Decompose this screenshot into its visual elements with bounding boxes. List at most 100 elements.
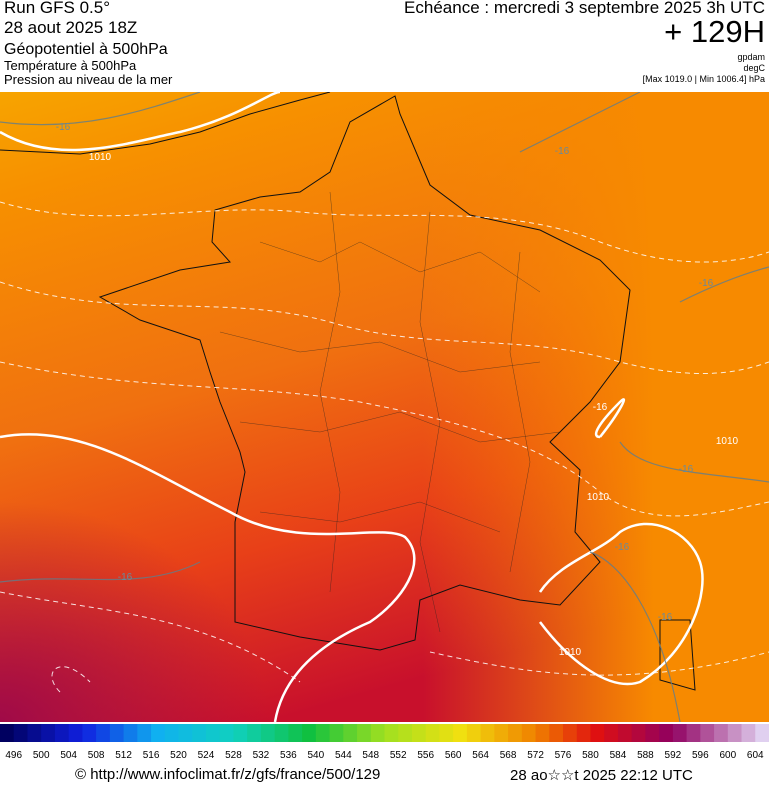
field: Pression au niveau de la mer	[4, 72, 173, 87]
legend-label: 600	[719, 750, 736, 761]
legend-label: 512	[115, 750, 132, 761]
legend-label: 580	[582, 750, 599, 761]
footer-source: © http://www.infoclimat.fr/z/gfs/france/…	[75, 766, 381, 783]
legend-swatch	[521, 724, 537, 742]
legend-swatch	[137, 724, 152, 742]
legend-label: 544	[335, 750, 352, 761]
legend-label: 524	[198, 750, 215, 761]
legend-swatch	[274, 724, 289, 742]
unit: gpdam	[737, 52, 765, 62]
contour-label: 1010	[559, 647, 582, 658]
legend-swatch	[480, 724, 495, 742]
legend-swatch	[384, 724, 399, 742]
legend-swatch	[192, 724, 207, 742]
legend-label: 604	[747, 750, 764, 761]
legend-label: 568	[500, 750, 517, 761]
legend-swatch	[96, 724, 111, 742]
legend-swatch	[109, 724, 125, 742]
legend-swatch	[54, 724, 70, 742]
field: Géopotentiel à 500hPa	[4, 41, 168, 58]
legend-swatch	[755, 724, 769, 742]
legend-swatch	[205, 724, 221, 742]
unit: degC	[743, 63, 765, 73]
legend-swatch	[453, 724, 468, 742]
contour-label: 1010	[587, 492, 610, 503]
legend-swatch	[288, 724, 303, 742]
contour-label: -16	[555, 146, 570, 157]
contour-label: 1010	[89, 152, 112, 163]
legend-swatch	[233, 724, 248, 742]
legend-swatch	[82, 724, 97, 742]
legend-swatch	[645, 724, 660, 742]
legend-swatch	[631, 724, 646, 742]
run-date: 28 aout 2025 18Z	[4, 18, 138, 37]
legend-label: 528	[225, 750, 242, 761]
legend-swatch	[164, 724, 180, 742]
legend-swatch	[439, 724, 454, 742]
echeance: Echéance : mercredi 3 septembre 2025 3h …	[404, 0, 765, 17]
legend-label: 496	[5, 750, 22, 761]
legend-label: 556	[417, 750, 434, 761]
legend-label: 576	[555, 750, 572, 761]
pressure-range: [Max 1019.0 | Min 1006.4] hPa	[642, 74, 765, 84]
legend-swatch	[672, 724, 688, 742]
legend-swatch	[563, 724, 578, 742]
legend-swatch	[219, 724, 234, 742]
legend-label: 504	[60, 750, 77, 761]
legend-label: 536	[280, 750, 297, 761]
legend-swatch	[727, 724, 743, 742]
legend-swatch	[13, 724, 28, 742]
legend-swatch	[741, 724, 756, 742]
legend-label: 548	[362, 750, 379, 761]
legend-label: 516	[143, 750, 160, 761]
legend-swatch	[604, 724, 619, 742]
legend-swatch	[714, 724, 729, 742]
legend-label: 508	[88, 750, 105, 761]
legend-swatch	[686, 724, 701, 742]
legend-swatch	[700, 724, 715, 742]
legend-label: 588	[637, 750, 654, 761]
field: Température à 500hPa	[4, 58, 137, 73]
legend-swatch	[398, 724, 413, 742]
contour-label: -16	[615, 542, 630, 553]
contour-label: -16	[56, 122, 71, 133]
legend-label: 520	[170, 750, 187, 761]
legend-swatch	[576, 724, 591, 742]
legend-swatch	[535, 724, 550, 742]
legend-label: 572	[527, 750, 544, 761]
legend-label: 564	[472, 750, 489, 761]
legend-swatch	[549, 724, 564, 742]
legend-swatch	[329, 724, 344, 742]
legend-swatch	[151, 724, 166, 742]
offset: + 129H	[664, 14, 765, 49]
legend-swatch	[123, 724, 138, 742]
footer-date: 28 ao☆☆t 2025 22:12 UTC	[510, 767, 693, 784]
legend-swatch	[617, 724, 633, 742]
legend-label: 592	[665, 750, 682, 761]
legend-swatch	[247, 724, 262, 742]
legend-label: 596	[692, 750, 709, 761]
contour-label: -16	[679, 464, 694, 475]
legend-label: 584	[610, 750, 627, 761]
legend-swatch	[302, 724, 317, 742]
legend-swatch	[343, 724, 358, 742]
legend-swatch	[370, 724, 385, 742]
legend-swatch	[178, 724, 193, 742]
contour-label: -16	[658, 612, 673, 623]
contour-label: -16	[593, 402, 608, 413]
legend-swatch	[41, 724, 56, 742]
legend-swatch	[466, 724, 482, 742]
legend-swatch	[68, 724, 83, 742]
legend-swatch	[0, 724, 15, 742]
legend-swatch	[357, 724, 372, 742]
legend-swatch	[590, 724, 605, 742]
legend-label: 500	[33, 750, 50, 761]
legend-label: 540	[307, 750, 324, 761]
legend-swatch	[315, 724, 331, 742]
legend-swatch	[411, 724, 427, 742]
legend-swatch	[494, 724, 509, 742]
color-legend: 496 500 504 508 512 516 520 524 528 532 536 540 544 5…	[0, 724, 769, 761]
contour-label: -16	[699, 278, 714, 289]
